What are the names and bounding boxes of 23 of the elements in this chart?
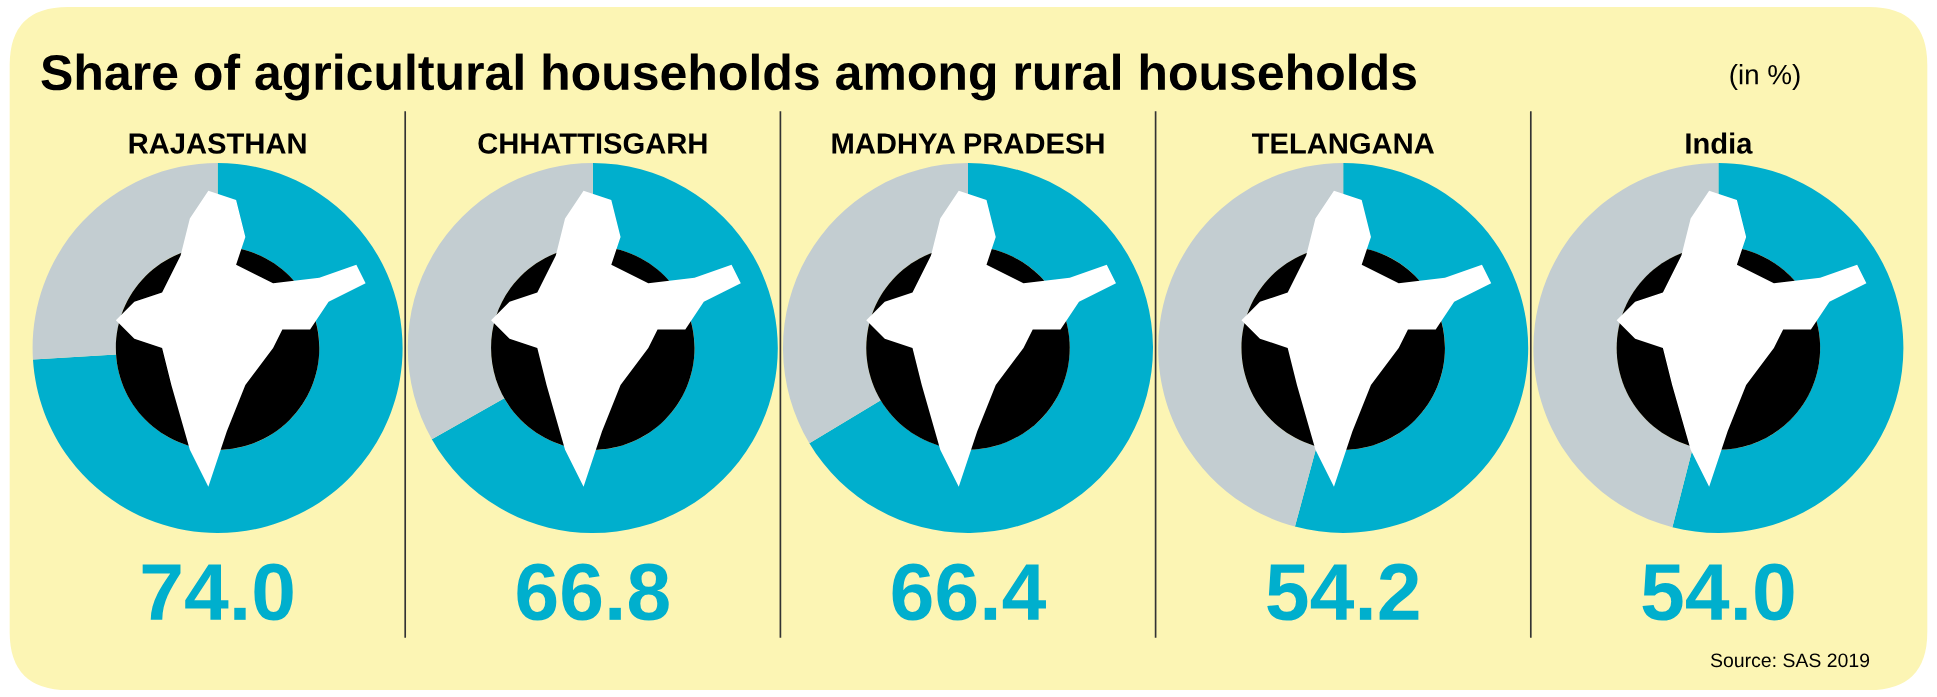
donut-slice bbox=[407, 163, 593, 440]
donut-slice bbox=[32, 163, 403, 533]
data-label: 66.4 bbox=[892, 563, 1046, 621]
source-note: Source: SAS 2019 bbox=[1710, 653, 1870, 668]
data-label: 66.8 bbox=[517, 563, 669, 621]
donut-slice bbox=[783, 163, 968, 444]
chart-title: CHHATTISGARH bbox=[478, 133, 707, 154]
text: (in %) bbox=[1730, 64, 1800, 90]
chart-title: India bbox=[1686, 132, 1753, 154]
donut-slice bbox=[1672, 163, 1904, 533]
data-label: 54.0 bbox=[1642, 563, 1794, 621]
chart-title: MADHYA PRADESH bbox=[832, 133, 1104, 154]
donut-slice bbox=[1294, 163, 1529, 533]
donut-slice bbox=[431, 163, 778, 533]
donut-slice bbox=[32, 163, 218, 360]
chart-title: RAJASTHAN bbox=[129, 133, 306, 154]
donut-slice bbox=[809, 163, 1153, 533]
data-label: 54.2 bbox=[1267, 563, 1419, 621]
data-label: 74.0 bbox=[142, 563, 293, 621]
text: Share of agricultural households among rural households bbox=[41, 53, 1416, 101]
chart-title: TELANGANA bbox=[1251, 133, 1434, 154]
donut-slice bbox=[1158, 163, 1344, 527]
donut-slice bbox=[1533, 163, 1719, 528]
